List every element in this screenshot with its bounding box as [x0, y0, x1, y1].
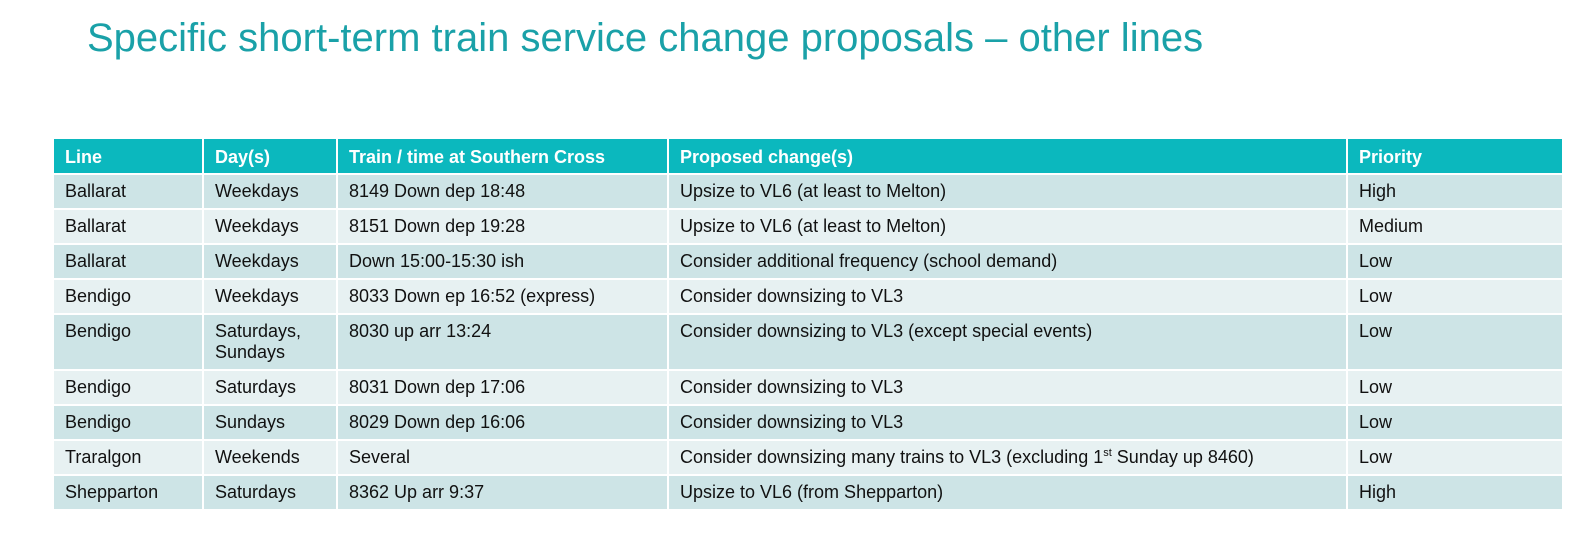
- cell-days-line1: Saturdays,: [215, 321, 302, 341]
- cell-train-time: 8149 Down dep 18:48: [336, 173, 669, 210]
- cell-days: Weekdays: [202, 173, 338, 210]
- cell-line: Shepparton: [52, 474, 204, 511]
- cell-train-time: Down 15:00-15:30 ish: [336, 243, 669, 280]
- cell-train-time: 8362 Up arr 9:37: [336, 474, 669, 511]
- cell-proposed-change: Upsize to VL6 (at least to Melton): [667, 208, 1348, 245]
- table-row: Ballarat Weekdays 8149 Down dep 18:48 Up…: [52, 173, 1564, 210]
- cell-proposed-change: Consider downsizing to VL3: [667, 369, 1348, 406]
- header-line: Line: [52, 137, 204, 175]
- cell-days: Weekdays: [202, 278, 338, 315]
- change-text-after: Sunday up 8460): [1111, 447, 1254, 467]
- cell-line: Bendigo: [52, 278, 204, 315]
- cell-train-time: 8151 Down dep 19:28: [336, 208, 669, 245]
- cell-days-line2: Sundays: [215, 342, 286, 362]
- cell-line: Traralgon: [52, 439, 204, 476]
- cell-priority: Low: [1346, 278, 1564, 315]
- cell-proposed-change: Consider downsizing many trains to VL3 (…: [667, 439, 1348, 476]
- cell-days: Sundays: [202, 404, 338, 441]
- header-days: Day(s): [202, 137, 338, 175]
- table-row: Ballarat Weekdays Down 15:00-15:30 ish C…: [52, 243, 1564, 280]
- cell-proposed-change: Consider downsizing to VL3 (except speci…: [667, 313, 1348, 371]
- cell-days: Weekdays: [202, 243, 338, 280]
- cell-line: Bendigo: [52, 369, 204, 406]
- page-title: Specific short-term train service change…: [87, 16, 1204, 60]
- cell-train-time: Several: [336, 439, 669, 476]
- cell-line: Ballarat: [52, 243, 204, 280]
- table-row: Bendigo Saturdays, Sundays 8030 up arr 13…: [52, 313, 1564, 371]
- table-row: Bendigo Weekdays 8033 Down ep 16:52 (exp…: [52, 278, 1564, 315]
- cell-proposed-change: Consider downsizing to VL3: [667, 404, 1348, 441]
- cell-proposed-change: Upsize to VL6 (at least to Melton): [667, 173, 1348, 210]
- cell-line: Ballarat: [52, 208, 204, 245]
- cell-line: Bendigo: [52, 313, 204, 371]
- cell-train-time: 8033 Down ep 16:52 (express): [336, 278, 669, 315]
- cell-priority: Low: [1346, 369, 1564, 406]
- cell-priority: Medium: [1346, 208, 1564, 245]
- cell-priority: Low: [1346, 313, 1564, 371]
- service-change-table: Line Day(s) Train / time at Southern Cro…: [52, 137, 1564, 511]
- cell-priority: Low: [1346, 243, 1564, 280]
- cell-proposed-change: Upsize to VL6 (from Shepparton): [667, 474, 1348, 511]
- cell-line: Bendigo: [52, 404, 204, 441]
- table-row: Ballarat Weekdays 8151 Down dep 19:28 Up…: [52, 208, 1564, 245]
- cell-days: Weekends: [202, 439, 338, 476]
- cell-line: Ballarat: [52, 173, 204, 210]
- cell-proposed-change: Consider downsizing to VL3: [667, 278, 1348, 315]
- header-train-time: Train / time at Southern Cross: [336, 137, 669, 175]
- header-proposed-change: Proposed change(s): [667, 137, 1348, 175]
- cell-priority: High: [1346, 173, 1564, 210]
- cell-days: Saturdays: [202, 474, 338, 511]
- cell-days: Weekdays: [202, 208, 338, 245]
- cell-train-time: 8031 Down dep 17:06: [336, 369, 669, 406]
- cell-train-time: 8029 Down dep 16:06: [336, 404, 669, 441]
- cell-priority: Low: [1346, 439, 1564, 476]
- cell-train-time: 8030 up arr 13:24: [336, 313, 669, 371]
- cell-priority: High: [1346, 474, 1564, 511]
- header-priority: Priority: [1346, 137, 1564, 175]
- cell-priority: Low: [1346, 404, 1564, 441]
- cell-days: Saturdays, Sundays: [202, 313, 338, 371]
- cell-days: Saturdays: [202, 369, 338, 406]
- table-row: Shepparton Saturdays 8362 Up arr 9:37 Up…: [52, 474, 1564, 511]
- change-text: Consider downsizing many trains to VL3 (…: [680, 447, 1104, 467]
- table-header-row: Line Day(s) Train / time at Southern Cro…: [52, 137, 1564, 175]
- cell-proposed-change: Consider additional frequency (school de…: [667, 243, 1348, 280]
- table-row: Bendigo Sundays 8029 Down dep 16:06 Cons…: [52, 404, 1564, 441]
- table-row: Bendigo Saturdays 8031 Down dep 17:06 Co…: [52, 369, 1564, 406]
- ordinal-suffix: st: [1103, 447, 1112, 459]
- table-row: Traralgon Weekends Several Consider down…: [52, 439, 1564, 476]
